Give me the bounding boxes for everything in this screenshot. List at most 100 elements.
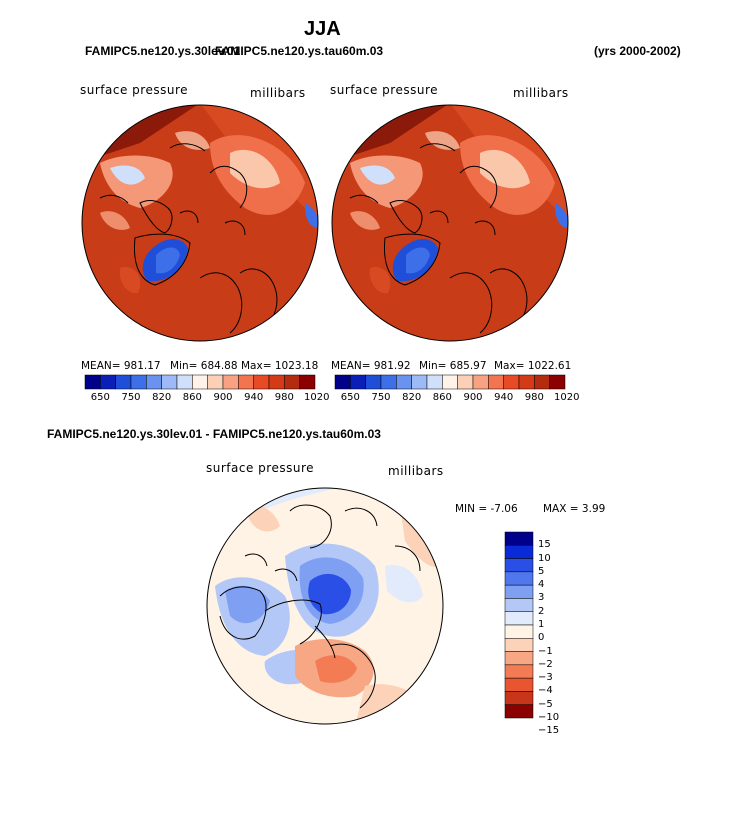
diff-colorbar-tick-label: −1 xyxy=(538,645,553,657)
panel2-map xyxy=(331,104,569,342)
panel1-variable: surface pressure xyxy=(80,83,188,97)
diff-min: MIN = -7.06 xyxy=(455,503,518,515)
diff-colorbar-swatch xyxy=(504,598,534,612)
colorbar-swatch xyxy=(176,374,193,390)
diff-colorbar-swatch xyxy=(504,558,534,573)
colorbar-swatch xyxy=(207,374,224,390)
diff-colorbar-tick-label: −2 xyxy=(538,658,553,670)
panel1-map xyxy=(81,104,319,342)
panel2-max: Max= 1022.61 xyxy=(494,360,572,372)
diff-colorbar-tick-label: 0 xyxy=(538,632,545,644)
diff-units: millibars xyxy=(388,464,444,478)
panel1-mean: MEAN= 981.17 xyxy=(81,360,161,372)
colorbar-swatch xyxy=(284,374,300,390)
diff-colorbar-swatch xyxy=(504,691,534,705)
colorbar-swatch xyxy=(488,374,504,390)
colorbar-swatch xyxy=(130,374,147,390)
colorbar-swatch xyxy=(442,374,458,390)
diff-colorbar-swatch xyxy=(504,664,534,679)
diff-colorbar-swatch xyxy=(504,584,534,599)
colorbar-swatch xyxy=(365,374,382,390)
colorbar-swatch xyxy=(253,374,270,390)
colorbar-swatch xyxy=(457,374,474,390)
colorbar-tick-label: 900 xyxy=(213,392,233,403)
colorbar-swatch xyxy=(268,374,285,390)
diff-map xyxy=(206,487,444,725)
colorbar-tick-label: 940 xyxy=(244,392,264,403)
panel2-min: Min= 685.97 xyxy=(419,360,487,372)
panel2-mean: MEAN= 981.92 xyxy=(331,360,411,372)
colorbar-swatch xyxy=(84,374,101,390)
diff-colorbar-tick-label: −3 xyxy=(538,672,553,684)
colorbar-tick-label: 940 xyxy=(494,392,514,403)
diff-title: FAMIPC5.ne120.ys.30lev.01 - FAMIPC5.ne12… xyxy=(47,427,381,441)
colorbar-swatch xyxy=(549,374,566,390)
diff-colorbar-swatch xyxy=(504,638,534,652)
header-years: (yrs 2000-2002) xyxy=(594,44,681,58)
colorbar-swatch xyxy=(161,374,178,390)
panel1-min: Min= 684.88 xyxy=(170,360,238,372)
diff-colorbar xyxy=(504,531,534,719)
colorbar-swatch xyxy=(426,374,443,390)
colorbar-swatch xyxy=(534,374,550,390)
diff-colorbar-swatch xyxy=(504,611,534,626)
panel2-colorbar-ticks: 650 750 820 860 900 940 980 1020 xyxy=(335,392,580,406)
colorbar-tick-label: 820 xyxy=(402,392,422,403)
colorbar-swatch xyxy=(100,374,116,390)
colorbar-swatch xyxy=(299,374,316,390)
diff-colorbar-swatch xyxy=(504,545,534,559)
colorbar-tick-label: 750 xyxy=(371,392,391,403)
colorbar-tick-label: 900 xyxy=(463,392,483,403)
colorbar-tick-label: 650 xyxy=(340,392,360,403)
panel1-colorbar-ticks: 650 750 820 860 900 940 980 1020 xyxy=(85,392,330,406)
colorbar-swatch xyxy=(518,374,535,390)
colorbar-tick-label: 1020 xyxy=(304,392,330,403)
colorbar-tick-label: 860 xyxy=(432,392,452,403)
diff-colorbar-tick-label: 3 xyxy=(538,592,545,604)
diff-colorbar-tick-label: 1 xyxy=(538,619,545,630)
diff-colorbar-swatch xyxy=(504,651,534,666)
colorbar-tick-label: 820 xyxy=(152,392,172,403)
colorbar-swatch xyxy=(238,374,254,390)
colorbar-swatch xyxy=(222,374,239,390)
colorbar-swatch xyxy=(411,374,428,390)
panel1-max: Max= 1023.18 xyxy=(241,360,319,372)
panel1-units: millibars xyxy=(250,86,306,100)
diff-colorbar-swatch xyxy=(504,571,534,586)
colorbar-tick-label: 860 xyxy=(182,392,202,403)
colorbar-swatch xyxy=(503,374,520,390)
colorbar-swatch xyxy=(334,374,351,390)
diff-colorbar-tick-label: −5 xyxy=(538,698,553,710)
diff-colorbar-tick-label: 10 xyxy=(538,552,551,564)
colorbar-swatch xyxy=(192,374,208,390)
diff-colorbar-ticks: 15 10 5 4 3 2 1 0 −1 −2 −3 −4 −5 −10 −15 xyxy=(538,532,578,736)
colorbar-swatch xyxy=(350,374,366,390)
diff-colorbar-tick-label: 4 xyxy=(538,579,545,591)
colorbar-swatch xyxy=(472,374,489,390)
diff-colorbar-swatch xyxy=(504,624,534,639)
diff-colorbar-tick-label: 15 xyxy=(538,539,551,551)
diff-colorbar-tick-label: −4 xyxy=(538,685,553,697)
panel1-colorbar xyxy=(84,374,316,390)
colorbar-swatch xyxy=(380,374,397,390)
diff-colorbar-tick-label: 5 xyxy=(538,565,545,577)
diff-colorbar-tick-label: 2 xyxy=(538,605,545,617)
colorbar-tick-label: 1020 xyxy=(554,392,580,403)
colorbar-tick-label: 980 xyxy=(274,392,294,403)
panel2-colorbar xyxy=(334,374,566,390)
diff-colorbar-swatch xyxy=(504,704,534,719)
colorbar-tick-label: 650 xyxy=(90,392,110,403)
header-left-overlap: FAMIPC5.ne120.ys.tau60m.03 xyxy=(215,44,384,58)
diff-max: MAX = 3.99 xyxy=(543,503,606,515)
header-left-case: FAMIPC5.ne120.ys.30lev.01 xyxy=(85,44,241,58)
diff-colorbar-tick-label: −15 xyxy=(538,725,560,737)
diff-colorbar-swatch xyxy=(504,677,534,692)
colorbar-swatch xyxy=(396,374,412,390)
panel2-variable: surface pressure xyxy=(330,83,438,97)
colorbar-tick-label: 750 xyxy=(121,392,141,403)
page-title: JJA xyxy=(304,18,341,40)
panel2-units: millibars xyxy=(513,86,569,100)
diff-colorbar-swatch xyxy=(504,531,534,546)
diff-colorbar-tick-label: −10 xyxy=(538,712,560,723)
diff-variable: surface pressure xyxy=(206,461,314,475)
